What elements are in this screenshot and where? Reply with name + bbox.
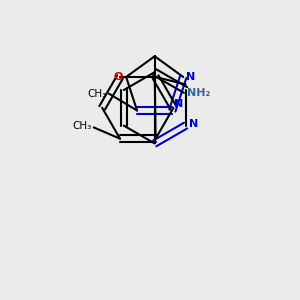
Text: N: N <box>174 99 183 109</box>
Text: CH₃: CH₃ <box>88 88 107 99</box>
Text: CH₃: CH₃ <box>73 121 92 130</box>
Text: O: O <box>114 72 123 82</box>
Text: N: N <box>189 119 199 129</box>
Text: N: N <box>186 72 195 82</box>
Text: NH₂: NH₂ <box>188 88 211 98</box>
